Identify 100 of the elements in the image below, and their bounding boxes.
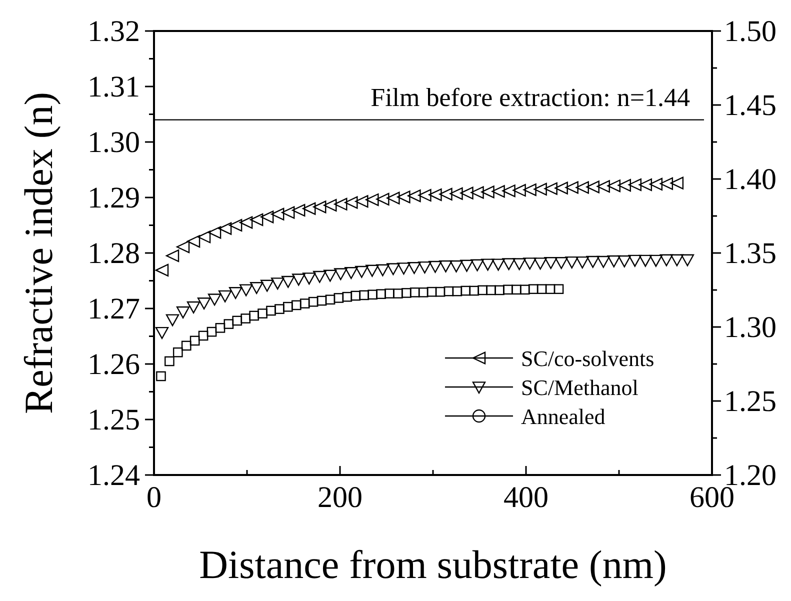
point (258, 308, 268, 318)
point (274, 304, 284, 314)
point (439, 260, 452, 272)
point (469, 286, 480, 296)
point (596, 256, 610, 268)
point (239, 284, 253, 296)
point (481, 186, 494, 198)
y-tick-label: 1.26 (88, 348, 140, 381)
point (494, 285, 504, 296)
point (460, 260, 474, 272)
point (208, 294, 222, 306)
point (155, 264, 169, 277)
point (266, 306, 276, 316)
point (355, 266, 368, 278)
point (164, 356, 174, 366)
point (523, 183, 536, 196)
point (534, 182, 547, 196)
point (428, 188, 442, 202)
point (376, 264, 390, 276)
point (166, 249, 180, 262)
point (172, 347, 183, 358)
point (460, 286, 471, 296)
point (680, 254, 694, 266)
point (670, 176, 684, 190)
point (324, 270, 337, 282)
point (670, 254, 684, 266)
y2-tick-label: 1.25 (724, 385, 776, 418)
point (596, 180, 610, 193)
point (450, 260, 463, 272)
point (376, 289, 386, 299)
point (528, 284, 538, 294)
point (435, 286, 446, 297)
point (344, 267, 358, 280)
point (228, 287, 242, 300)
legend-label: SC/co-solvents (521, 346, 654, 371)
y-tick-label: 1.30 (88, 126, 140, 159)
point (224, 319, 234, 329)
y2-tick-label: 1.30 (724, 311, 776, 344)
point (181, 340, 192, 351)
point (282, 206, 295, 219)
point (628, 254, 642, 267)
point (250, 213, 264, 226)
point (302, 272, 316, 285)
point (439, 188, 452, 200)
point (206, 326, 217, 337)
point (565, 181, 578, 194)
legend-label: SC/Methanol (521, 375, 638, 400)
point (418, 287, 428, 298)
point (536, 284, 547, 294)
point (344, 196, 358, 209)
x-tick-label: 400 (504, 481, 548, 514)
point (503, 284, 513, 295)
point (545, 284, 556, 294)
point (359, 290, 370, 300)
point (282, 276, 295, 288)
point (186, 235, 200, 248)
point (324, 198, 337, 212)
point (384, 288, 394, 298)
point (554, 257, 568, 270)
point (544, 257, 558, 270)
point (452, 286, 462, 296)
point (386, 192, 400, 204)
x-axis-title: Distance from substrate (nm) (199, 542, 667, 587)
point (660, 254, 674, 266)
y-tick-label: 1.29 (88, 182, 140, 214)
point (586, 256, 600, 268)
point (397, 262, 410, 275)
point (313, 270, 326, 283)
point (512, 284, 522, 295)
point (239, 216, 253, 229)
point (342, 292, 352, 302)
point (492, 185, 505, 198)
point (544, 182, 558, 195)
y2-tick-label: 1.35 (724, 237, 776, 270)
point (270, 278, 284, 290)
point (649, 178, 663, 190)
point (393, 288, 403, 298)
point (486, 285, 496, 296)
point (444, 286, 454, 296)
point (628, 178, 642, 192)
point (638, 254, 652, 267)
point (270, 208, 284, 220)
point (186, 301, 200, 314)
point (408, 262, 421, 274)
y-tick-label: 1.24 (88, 459, 140, 492)
point (368, 290, 378, 300)
y-tick-label: 1.31 (88, 70, 140, 104)
point (249, 310, 259, 321)
point (618, 255, 631, 268)
point (355, 195, 368, 208)
point (554, 182, 568, 194)
point (197, 298, 211, 310)
point (260, 210, 274, 224)
point (176, 306, 190, 318)
point (366, 193, 379, 206)
point (418, 188, 432, 202)
point (260, 280, 274, 292)
y-tick-label: 1.27 (88, 292, 140, 326)
point (156, 371, 166, 382)
point (397, 190, 410, 204)
